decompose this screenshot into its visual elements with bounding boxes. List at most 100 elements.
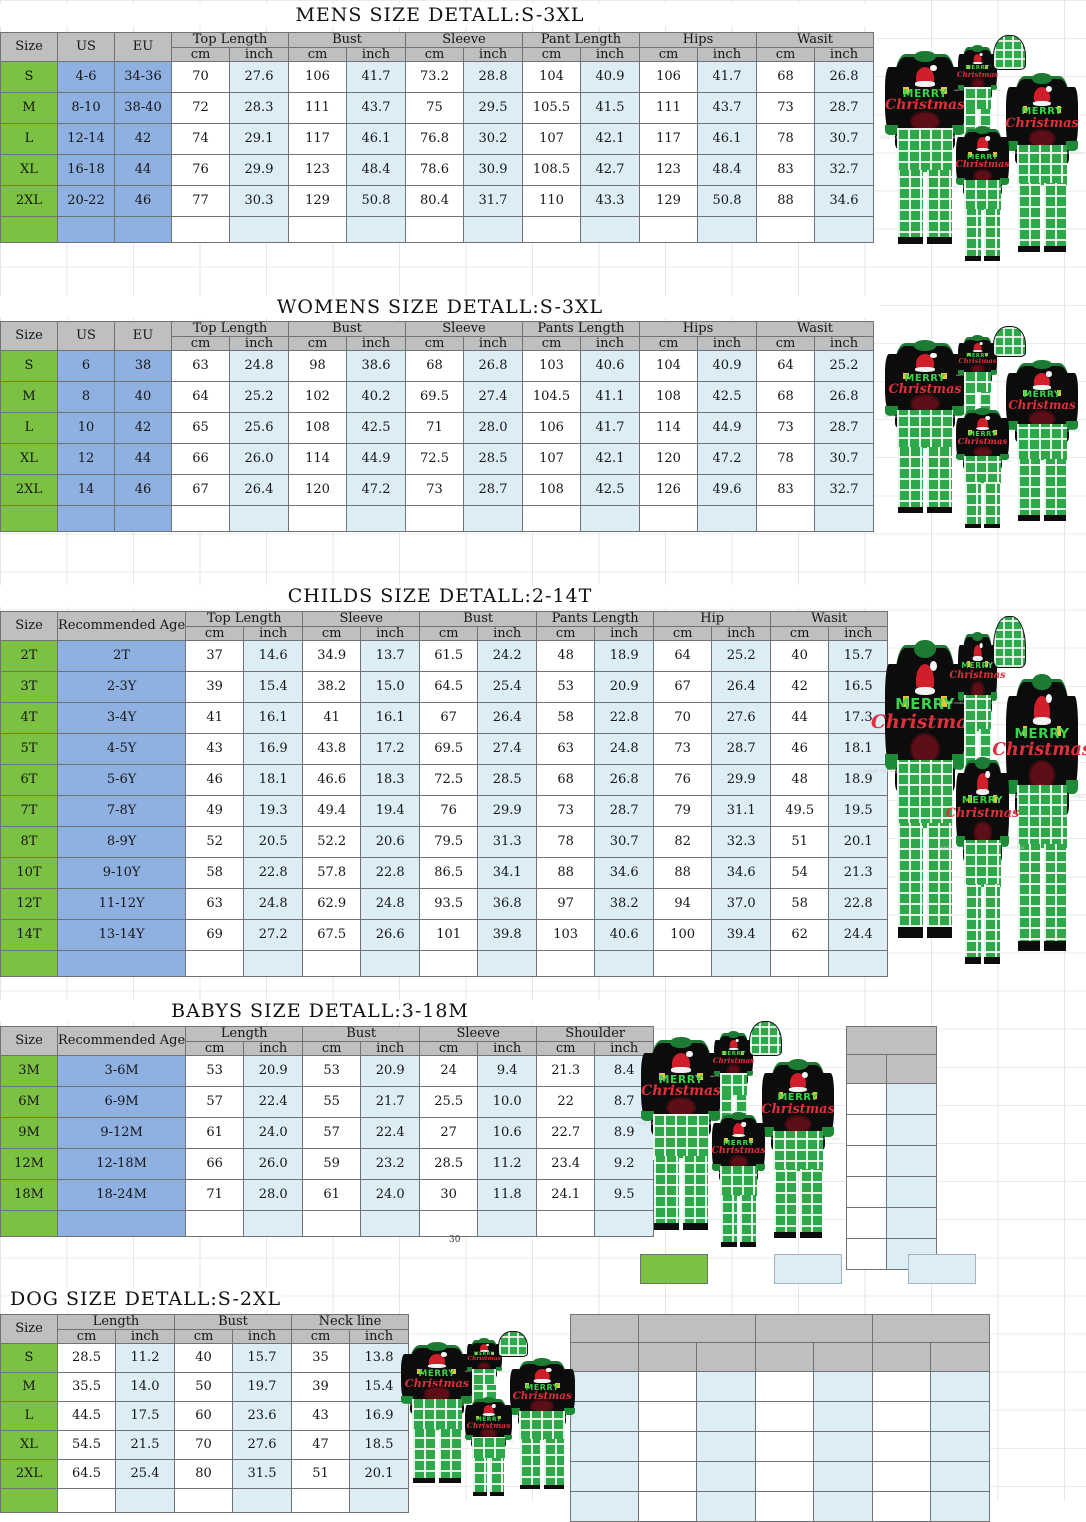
cell-recommended-age: 3-4Y [56,702,187,735]
gift-box-left-icon [967,352,970,356]
cuff-left [1005,141,1018,152]
cell-inch: 34.6 [594,857,655,890]
sleeve-left [956,417,965,460]
gift-box-left-icon [1022,106,1028,114]
gift-box-right-icon [985,352,988,356]
cell-size: 2XL [0,474,58,507]
merry-text: MERRY [965,64,990,71]
cell-cm: 82 [653,826,713,859]
cuff-foot-left [898,237,923,245]
cell-cm: 44 [770,702,830,735]
cuff-right [708,1110,722,1122]
cell-inch: 41.7 [346,61,406,94]
cell-inch: 40.6 [580,350,640,383]
cell-empty [653,950,713,978]
unit-cm: cm [288,335,347,352]
cell-inch: 15.4 [243,671,304,704]
cell-empty [232,1488,292,1514]
cell-cm: 35.5 [57,1372,116,1403]
sleeve-left [958,342,965,375]
cell-inch: 10.0 [477,1086,538,1119]
collar [670,1037,692,1049]
sleeve-left [1005,696,1018,792]
cell-inch: 25.4 [115,1459,175,1490]
cell-recommended-age: 2-3Y [56,671,187,704]
womens-table-body: S 6 38 63 24.8 98 38.6 68 26.8 103 40.6 104 40.9 64 25… [0,350,874,533]
unit-inch: inch [232,1328,292,1345]
sleeve-right [504,1405,513,1440]
cell-inch: 23.2 [360,1148,421,1181]
unit-cm: cm [288,46,347,63]
unit-inch: inch [229,335,289,352]
christmas-text: Christmas [956,70,999,80]
christmas-text: Christmas [641,1083,721,1100]
cuff-foot-left [898,927,923,938]
santa-hat-icon [914,64,937,87]
wreath-graphic [666,1097,696,1119]
table-row: L 12-14 42 74 29.1 117 46.1 76.8 30.2 107 42.1 117 4… [0,123,874,156]
cell-cm: 93.5 [419,888,479,921]
gift-box-right-icon [1056,725,1062,736]
cell-inch: 16.9 [349,1401,409,1432]
cell-cm: 70 [174,1430,233,1461]
sleeve-left [465,1405,473,1440]
unit-cm: cm [171,46,230,63]
cell-inch: 13.7 [360,640,421,673]
merry-text: MERRY [1021,106,1063,118]
cell-cm: 57.8 [302,857,362,890]
cell-recommended-age: 7-8Y [56,795,187,828]
gift-box-right-icon [993,795,997,804]
gift-box-left-icon [1022,389,1028,396]
cell-cm: 97 [536,888,596,921]
unit-inch: inch [594,625,655,642]
cell-inch: 26.4 [229,474,289,507]
cell-recommended-age: 18-24M [56,1179,187,1212]
cell-empty [288,505,347,533]
cell-inch: 28.8 [463,61,523,94]
cell-cm: 78 [536,826,596,859]
cell-cm: 72 [171,92,230,125]
unit-cm: cm [522,335,581,352]
cell-inch: 42.5 [580,474,640,507]
cell-cm: 117 [639,123,698,156]
mens-section: MENS SIZE DETALL:S-3XL [0,4,880,26]
cell-empty [594,1210,655,1238]
table-unit-header-row: cm inch cm inch cm inch cm inch cm inch … [1,335,874,352]
collar [533,1358,551,1367]
collar [914,640,936,658]
gift-box-left-icon [778,1092,784,1100]
cuff-foot-right [927,507,952,514]
cell-eu: 44 [114,154,172,187]
table-row: 2XL 14 46 67 26.4 120 47.2 73 28.7 108 42.5 126 49.6… [0,474,874,507]
unit-cm: cm [185,625,245,642]
cell-inch: 24.2 [477,640,538,673]
gift-box-left-icon [723,1050,726,1055]
cell-inch: 32.3 [711,826,772,859]
cell-empty [0,1210,58,1238]
cell-inch: 23.6 [232,1401,292,1432]
dog-table: Size Length Bust Neck line cm inch cm in… [0,1313,409,1514]
cell-empty [171,216,230,244]
cell-empty [56,1210,187,1238]
cell-recommended-age: 8-9Y [56,826,187,859]
group-sleeve: Sleeve [405,321,523,337]
cell-empty [463,505,523,533]
table-row: 3M 3-6M 53 20.9 53 20.9 24 9.4 21.3 8.4 [0,1055,655,1088]
pant-leg-left [898,446,923,514]
cell-empty [114,216,172,244]
cell-eu: 44 [114,443,172,476]
cell-cm: 111 [288,92,347,125]
col-eu: EU [114,320,172,352]
pajama-pants-top [896,128,954,174]
group-bust: Bust [174,1314,292,1330]
cell-eu: 38-40 [114,92,172,125]
cell-cm: 53 [302,1055,362,1088]
cell-empty [477,950,538,978]
cell-inch: 19.5 [828,795,889,828]
cell-cm: 123 [639,154,698,187]
table-row: 6T 5-6Y 46 18.1 46.6 18.3 72.5 28.5 68 26.8 76 29.9… [0,764,889,797]
merry-text: MERRY [902,87,948,101]
cell-inch: 48.4 [346,154,406,187]
cell-us: 10 [57,412,115,445]
gift-box-left-icon [903,695,909,707]
